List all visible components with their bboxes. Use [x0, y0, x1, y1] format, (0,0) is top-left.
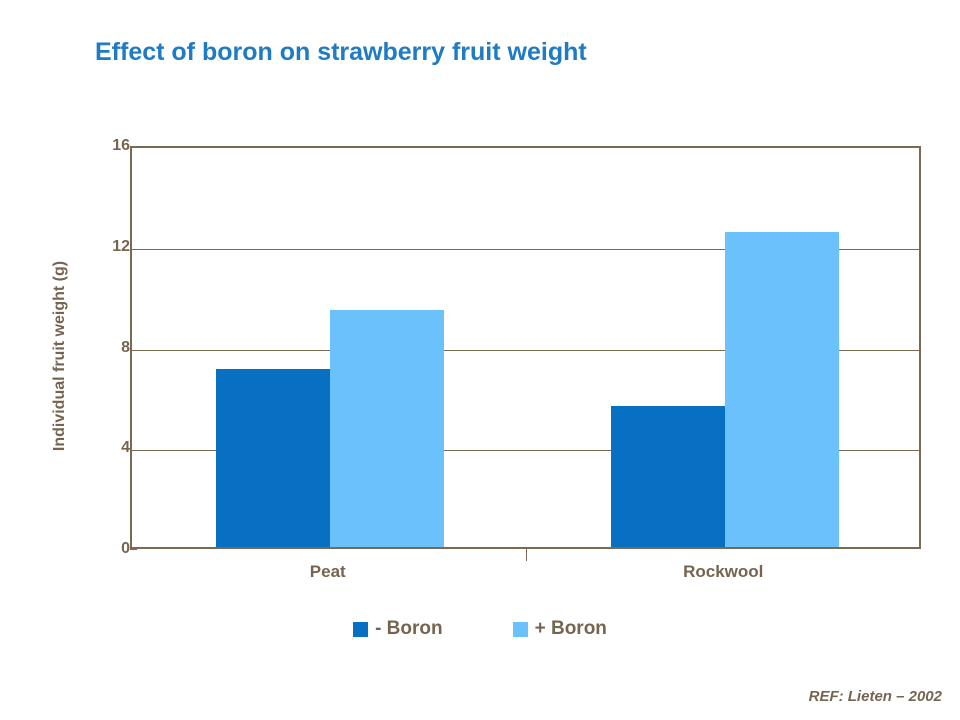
legend-swatch-icon	[512, 621, 528, 637]
bar-peat-series-1	[329, 310, 444, 547]
y-tick-label: 12	[112, 237, 130, 255]
plot-area	[130, 146, 921, 549]
y-axis-ticks: 0 4 8 12 16	[70, 137, 137, 557]
legend-item-plus-boron[interactable]: + Boron	[512, 618, 607, 640]
legend-item-minus-boron[interactable]: - Boron	[353, 618, 443, 640]
y-axis-title: Individual fruit weight (g)	[51, 260, 68, 452]
reference-citation: REF: Lieten – 2002	[808, 688, 942, 705]
x-category-label-peat: Peat	[309, 562, 346, 581]
legend-label: - Boron	[375, 618, 443, 639]
x-axis-categories: Peat Rockwool	[130, 547, 921, 581]
chart-title: Effect of boron on strawberry fruit weig…	[95, 38, 587, 66]
gridline	[132, 450, 919, 452]
gridline	[132, 349, 919, 351]
y-tick-label: 0	[121, 540, 130, 557]
y-tick-mark	[130, 549, 137, 550]
gridline	[132, 248, 919, 250]
x-category-label-rockwool: Rockwool	[683, 562, 764, 581]
y-tick-label: 8	[121, 338, 130, 356]
bar-rockwool-series-0	[611, 405, 726, 547]
bar-peat-series-0	[215, 369, 330, 547]
bar-rockwool-series-1	[725, 232, 840, 547]
x-category-separator	[525, 549, 527, 561]
legend-label: + Boron	[534, 618, 607, 639]
y-tick-label: 4	[121, 439, 130, 457]
y-tick-label: 16	[112, 137, 130, 154]
chart-legend: - Boron + Boron	[0, 618, 960, 640]
legend-swatch-icon	[353, 621, 369, 637]
